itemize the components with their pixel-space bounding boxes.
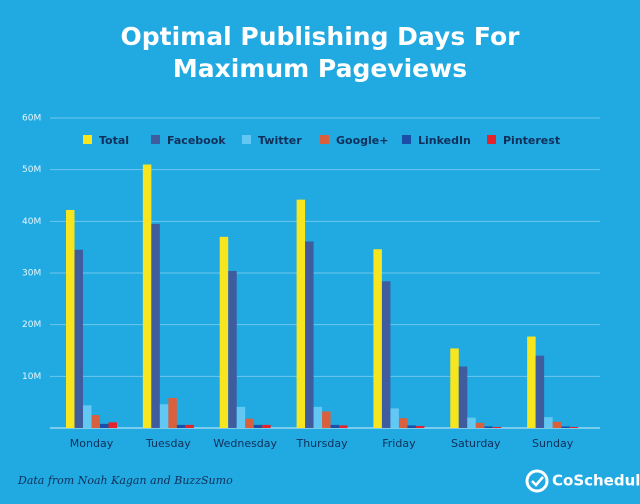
bar [142,164,152,428]
bar [108,422,117,428]
bar [151,223,160,428]
bar [390,408,399,428]
y-tick-label: 60M [22,114,41,124]
bar [245,418,254,428]
y-tick-label: 40M [22,217,41,227]
legend-label: Pinterest [503,134,560,147]
bar [527,336,536,428]
chart-title: Maximum Pageviews [173,54,467,83]
bar [322,411,331,428]
y-tick-label: 20M [22,320,41,330]
bar [100,423,109,428]
legend-label: Google+ [336,134,388,147]
legend-label: LinkedIn [418,134,471,147]
bar [185,424,194,428]
legend-swatch [83,135,92,144]
bar [74,249,83,428]
bar [296,199,306,428]
chart-title: Optimal Publishing Days For [121,22,521,51]
legend-swatch [320,135,329,144]
x-tick-label: Wednesday [213,437,277,450]
bar [66,209,75,428]
y-tick-label: 30M [22,269,41,279]
bar [552,421,562,428]
bar [475,422,485,428]
legend-swatch [151,135,160,144]
brand-name: CoSchedule [552,472,640,490]
brand-logo: CoSchedule [525,469,640,493]
bar [415,425,425,428]
bar [253,424,263,428]
x-tick-label: Saturday [451,437,501,450]
bar [407,425,416,428]
x-tick-label: Tuesday [145,437,191,450]
bar [262,424,271,428]
bar [561,426,570,428]
bar [236,406,246,428]
legend-swatch [242,135,251,144]
bar [219,236,229,428]
bar [339,425,348,428]
bar [544,417,553,428]
logo-icon [525,469,549,493]
bar [373,249,382,428]
source-note: Data from Noah Kagan and BuzzSumo [17,474,233,487]
bar [458,366,468,428]
bar [91,415,100,428]
bar [168,398,177,428]
legend-swatch [487,135,496,144]
bar [492,426,502,428]
bar [484,426,493,428]
bar [450,348,459,428]
x-tick-label: Friday [382,437,416,450]
logo-check [531,476,544,487]
bar [330,424,340,428]
legend-swatch [402,135,411,144]
bar [467,417,476,428]
y-tick-label: 50M [22,165,41,175]
bar [305,241,314,428]
legend-label: Twitter [258,134,302,147]
legend-label: Facebook [167,134,226,147]
legend-label: Total [99,134,129,147]
bar [535,355,545,428]
x-tick-label: Sunday [532,437,574,450]
bar [569,426,579,428]
bar [313,406,323,428]
y-tick-label: 10M [22,372,41,382]
bar [381,281,391,428]
x-tick-label: Thursday [295,437,348,450]
x-tick-label: Monday [70,437,114,450]
bar [159,404,169,428]
bar [176,424,186,428]
bar [398,418,408,428]
bar [228,270,237,428]
bar [83,405,92,428]
